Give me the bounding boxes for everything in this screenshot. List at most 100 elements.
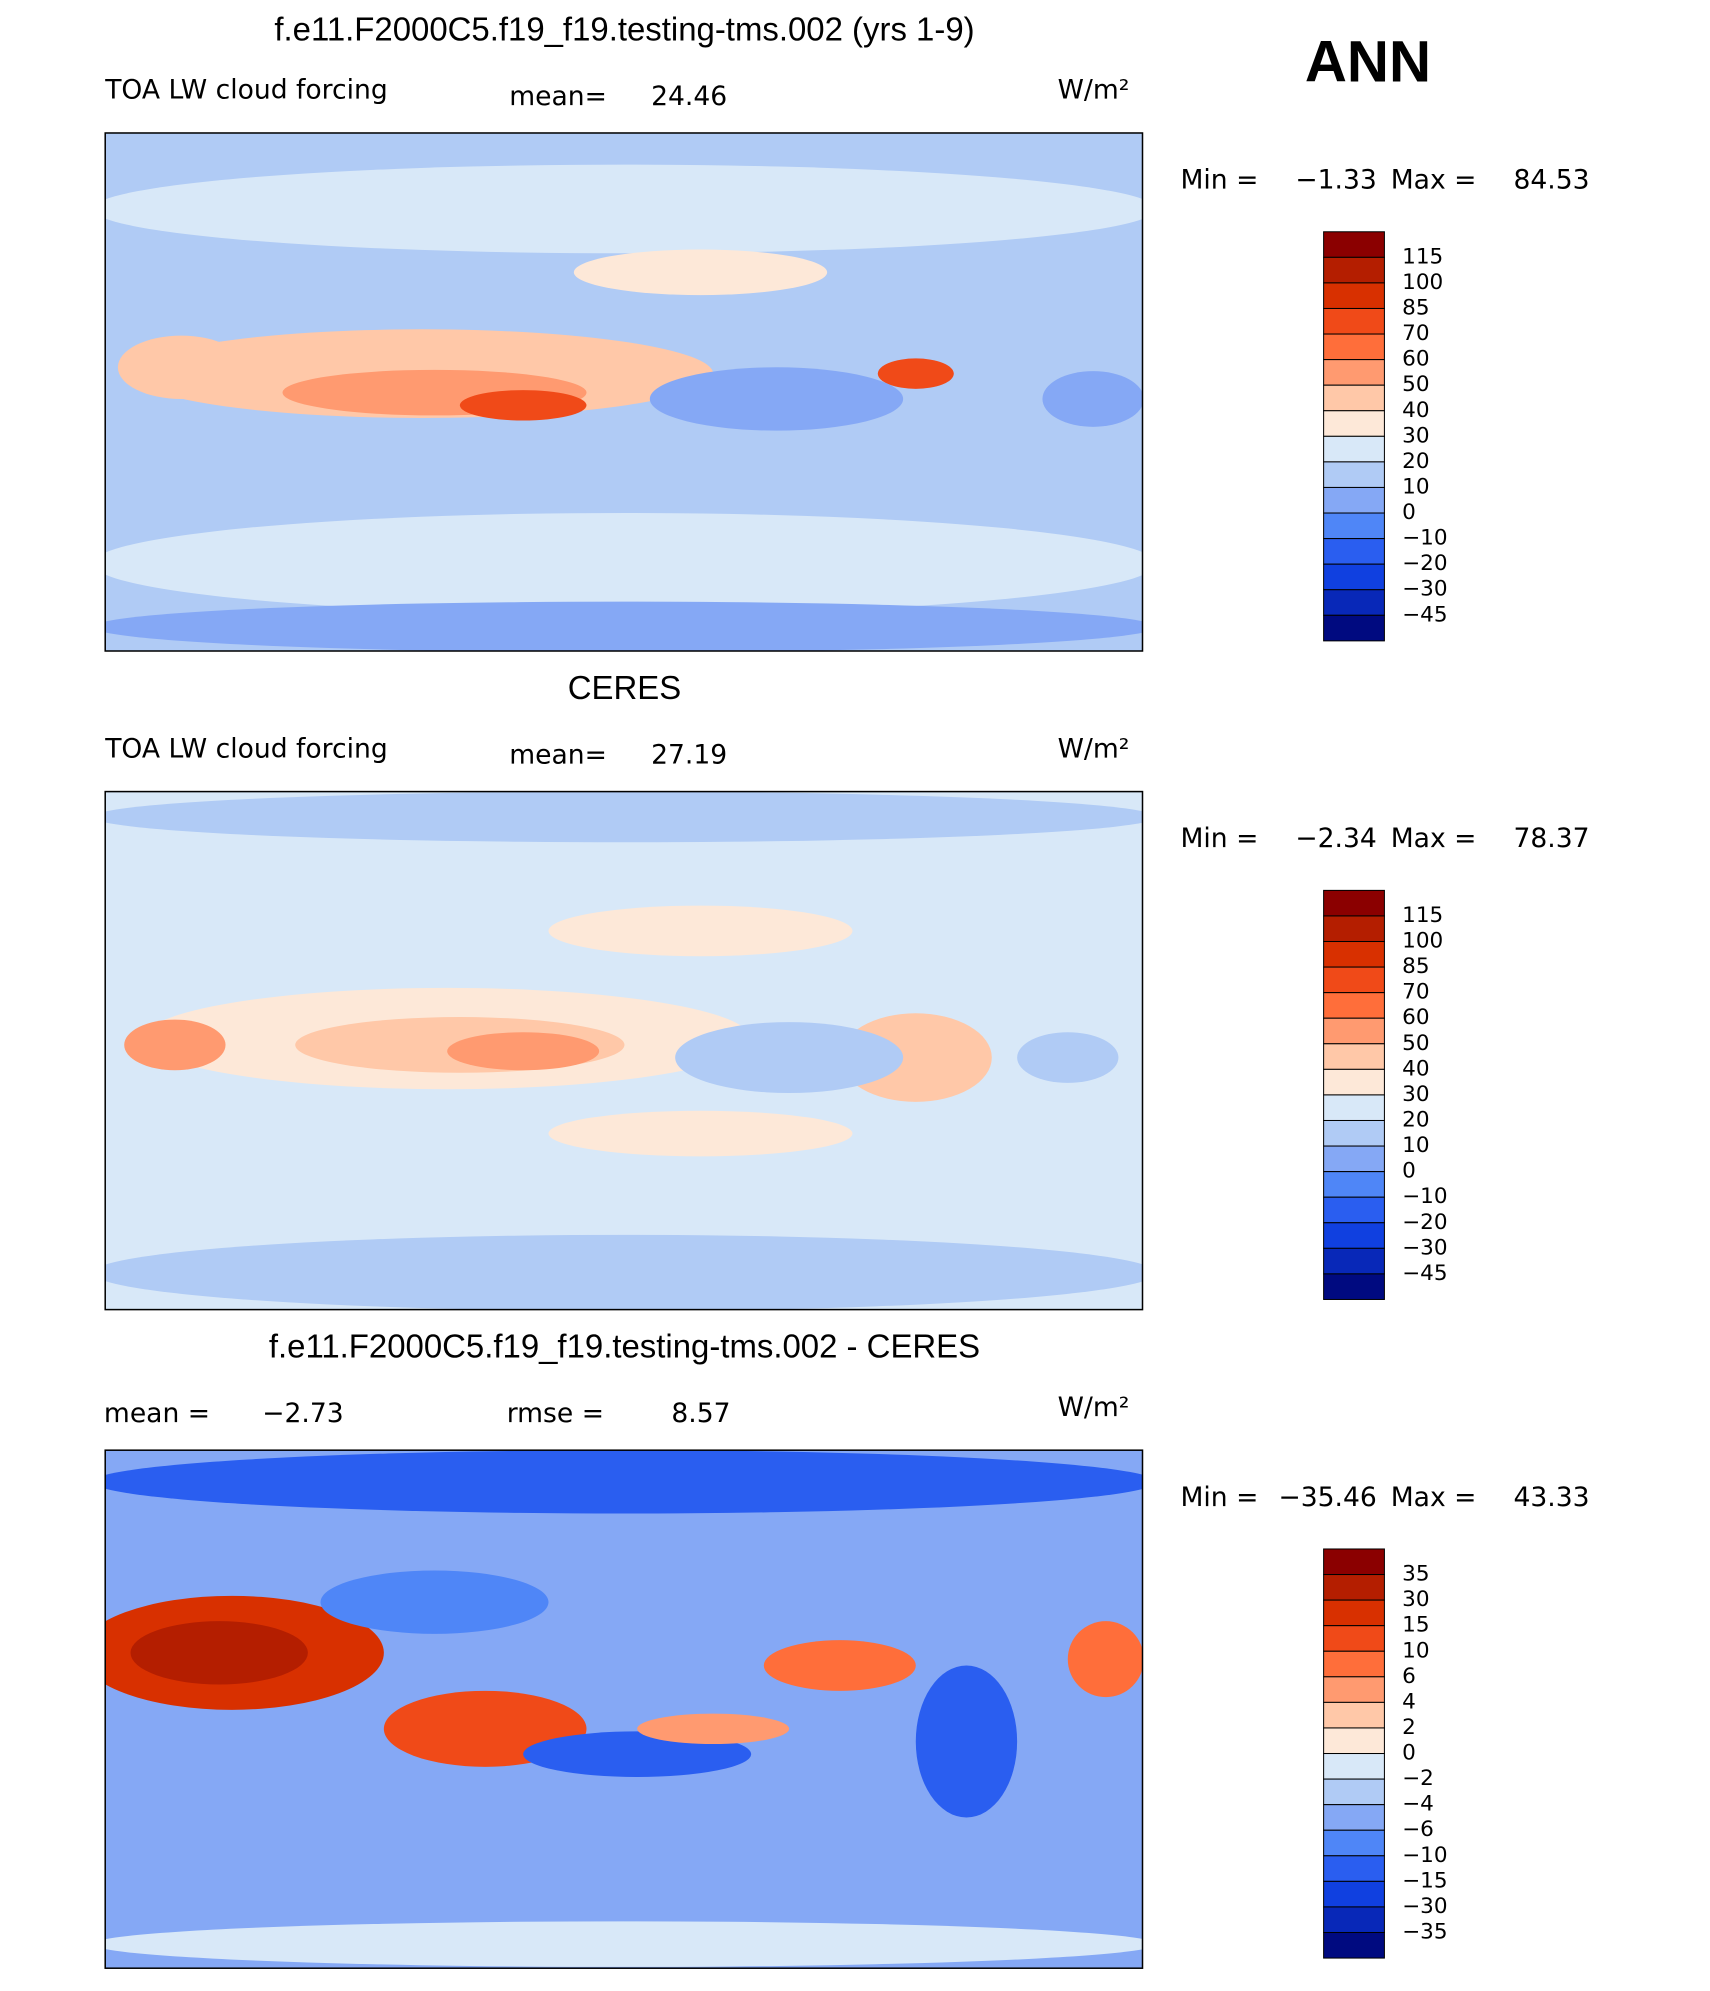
max-value: 43.33	[1513, 1482, 1589, 1513]
map-field	[117, 335, 245, 399]
min-label: Min =	[1181, 1482, 1259, 1513]
variable-label: TOA LW cloud forcing	[104, 75, 388, 106]
colorbar-box	[1323, 1855, 1385, 1882]
map-field	[130, 1621, 308, 1685]
colorbar-label: −10	[1402, 1184, 1447, 1209]
colorbar-label: 60	[1402, 347, 1429, 372]
map-field	[1017, 1032, 1119, 1083]
stat-label: mean=	[509, 81, 607, 112]
colorbar-label: 30	[1402, 423, 1429, 448]
colorbar-box	[1323, 1676, 1385, 1703]
max-label: Max =	[1391, 165, 1477, 196]
colorbar-box	[1323, 333, 1385, 361]
map-field	[105, 1450, 1143, 1514]
colorbar-label: −15	[1402, 1868, 1447, 1893]
map-field	[915, 1665, 1018, 1818]
map-field	[877, 358, 954, 389]
colorbar-box	[1323, 1625, 1385, 1652]
colorbar-box	[1323, 307, 1385, 335]
colorbar-box	[1323, 538, 1385, 565]
map-frame	[104, 790, 1144, 1311]
stat-value: 27.19	[651, 740, 727, 771]
colorbar-label: 0	[1402, 500, 1416, 525]
colorbar-box	[1323, 915, 1385, 943]
colorbar-box	[1323, 359, 1385, 386]
variable-label: TOA LW cloud forcing	[104, 733, 388, 764]
colorbar-label: 0	[1402, 1741, 1416, 1766]
colorbar-label: −30	[1402, 1235, 1447, 1260]
colorbar-box	[1323, 1222, 1385, 1249]
map-field	[649, 367, 904, 431]
max-value: 78.37	[1513, 823, 1589, 854]
colorbar-label: 60	[1402, 1005, 1429, 1030]
map-field	[124, 1019, 226, 1071]
colorbar-box	[1323, 1247, 1385, 1275]
colorbar-box	[1323, 1650, 1385, 1678]
map	[105, 1450, 1143, 1969]
colorbar-box	[1323, 384, 1385, 412]
colorbar-box	[1323, 1727, 1385, 1755]
colorbar-box	[1323, 282, 1385, 309]
map-field	[105, 791, 1143, 843]
map-field	[105, 1234, 1143, 1310]
colorbar-box	[1323, 1753, 1385, 1780]
colorbar-label: 100	[1402, 929, 1443, 954]
colorbar-box	[1323, 1196, 1385, 1224]
map-field	[675, 1022, 904, 1094]
min-value: −1.33	[1295, 165, 1376, 196]
min-label: Min =	[1181, 823, 1259, 854]
colorbar-label: 70	[1402, 321, 1429, 346]
max-label: Max =	[1391, 1482, 1477, 1513]
colorbar-label: −20	[1402, 551, 1447, 576]
colorbar-label: 115	[1402, 244, 1443, 269]
colorbar-box	[1323, 1068, 1385, 1096]
colorbar-label: 2	[1402, 1715, 1416, 1740]
colorbar-label: 70	[1402, 980, 1429, 1005]
colorbar-box	[1323, 1599, 1385, 1627]
colorbar-label: 6	[1402, 1664, 1416, 1689]
panel-title: CERES	[568, 669, 681, 706]
stat-label: mean=	[509, 740, 607, 771]
colorbar-label: −35	[1402, 1920, 1447, 1945]
colorbar-label: −30	[1402, 577, 1447, 602]
colorbar-box	[1323, 1171, 1385, 1198]
min-value: −2.34	[1295, 823, 1376, 854]
map-field	[573, 249, 828, 296]
colorbar-box	[1323, 1701, 1385, 1729]
colorbar-box	[1323, 614, 1385, 642]
map-field	[447, 1032, 600, 1071]
units: W/m²	[1058, 1392, 1130, 1423]
map-field	[105, 164, 1143, 254]
map-frame	[104, 132, 1144, 652]
colorbar-box	[1323, 1880, 1385, 1908]
colorbar-box	[1323, 410, 1385, 437]
map-field	[105, 1921, 1143, 1967]
panel-title: f.e11.F2000C5.f19_f19.testing-tms.002 - …	[269, 1328, 980, 1365]
map-frame	[104, 1449, 1144, 1969]
colorbar-box	[1323, 1094, 1385, 1121]
stat-value: −2.73	[262, 1398, 343, 1429]
map-field	[1067, 1621, 1143, 1698]
colorbar-label: 85	[1402, 954, 1429, 979]
colorbar-box	[1323, 1145, 1385, 1173]
colorbar-label: 40	[1402, 1056, 1429, 1081]
colorbar-box	[1323, 512, 1385, 540]
map	[105, 132, 1143, 652]
colorbar-box	[1323, 889, 1385, 917]
colorbar-label: 10	[1402, 474, 1429, 499]
colorbar-label: 50	[1402, 372, 1429, 397]
colorbar-label: 40	[1402, 398, 1429, 423]
map-field	[105, 601, 1143, 652]
season-label: ANN	[1305, 29, 1431, 94]
colorbar-box	[1323, 563, 1385, 591]
colorbar-box	[1323, 941, 1385, 968]
map-field	[320, 1570, 549, 1634]
colorbar-label: 0	[1402, 1159, 1416, 1184]
colorbar-box	[1323, 1778, 1385, 1806]
colorbar-box	[1323, 1804, 1385, 1831]
colorbar-box	[1323, 589, 1385, 616]
colorbar-box	[1323, 461, 1385, 488]
colorbar-box	[1323, 1119, 1385, 1147]
panel-title: f.e11.F2000C5.f19_f19.testing-tms.002 (y…	[274, 10, 974, 47]
max-value: 84.53	[1513, 165, 1589, 196]
